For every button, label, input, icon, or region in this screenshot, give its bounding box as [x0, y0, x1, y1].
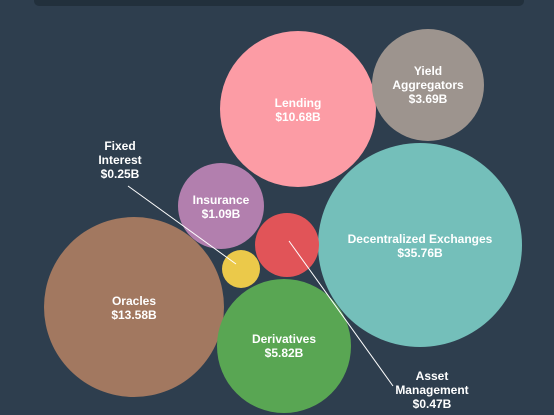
label-derivatives: Derivatives $5.82B — [252, 332, 316, 360]
label-asset-management: Asset Management $0.47B — [395, 369, 468, 411]
value-label-decentralized-exchanges: $35.76B — [397, 246, 443, 260]
category-label-asset-management: Asset — [416, 369, 449, 383]
bubble-decentralized-exchanges — [318, 143, 522, 347]
bubble-lending — [220, 31, 376, 187]
category-label-lending: Lending — [275, 96, 322, 110]
bubble-derivatives — [217, 279, 351, 413]
value-label-yield-aggregators: $3.69B — [409, 92, 448, 106]
label-lending: Lending $10.68B — [275, 96, 322, 124]
value-label-lending: $10.68B — [275, 110, 321, 124]
label-insurance: Insurance $1.09B — [193, 193, 250, 221]
category-label-oracles: Oracles — [112, 294, 156, 308]
value-label-fixed-interest: $0.25B — [101, 167, 140, 181]
leader-line-asset-management — [288, 240, 394, 387]
value-label-derivatives: $5.82B — [265, 346, 304, 360]
category-label-insurance: Insurance — [193, 193, 250, 207]
category-label-asset-management: Management — [395, 383, 468, 397]
category-label-yield-aggregators: Aggregators — [392, 78, 464, 92]
top-banner — [34, 0, 524, 6]
label-yield-aggregators: Yield Aggregators $3.69B — [392, 64, 464, 106]
category-label-fixed-interest: Interest — [98, 153, 141, 167]
label-decentralized-exchanges: Decentralized Exchanges $35.76B — [348, 232, 493, 260]
bubble-fixed-interest — [222, 250, 260, 288]
label-fixed-interest: Fixed Interest $0.25B — [98, 139, 141, 181]
labels-layer: Lending $10.68B Yield Aggregators $3.69B Dece… — [98, 64, 492, 411]
leader-lines-layer — [127, 185, 394, 387]
bubble-oracles — [44, 217, 224, 397]
leader-line-fixed-interest — [127, 185, 237, 265]
value-label-oracles: $13.58B — [111, 308, 157, 322]
category-label-decentralized-exchanges: Decentralized Exchanges — [348, 232, 493, 246]
bubble-insurance — [178, 163, 264, 249]
label-oracles: Oracles $13.58B — [111, 294, 157, 322]
category-label-yield-aggregators: Yield — [414, 64, 442, 78]
category-label-fixed-interest: Fixed — [104, 139, 135, 153]
value-label-asset-management: $0.47B — [413, 397, 452, 411]
bubble-asset-management — [255, 213, 319, 277]
category-label-derivatives: Derivatives — [252, 332, 316, 346]
bubble-yield-aggregators — [372, 29, 484, 141]
value-label-insurance: $1.09B — [202, 207, 241, 221]
